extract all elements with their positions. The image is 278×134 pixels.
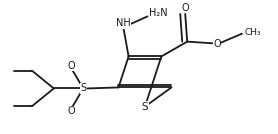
Text: NH: NH xyxy=(116,18,131,28)
Text: S: S xyxy=(142,102,148,112)
Text: H₂N: H₂N xyxy=(150,8,168,18)
Text: O: O xyxy=(181,3,189,13)
Text: S: S xyxy=(81,83,87,93)
Text: O: O xyxy=(68,106,76,116)
Text: CH₃: CH₃ xyxy=(245,28,262,37)
Text: O: O xyxy=(68,61,76,71)
Text: O: O xyxy=(213,39,221,49)
